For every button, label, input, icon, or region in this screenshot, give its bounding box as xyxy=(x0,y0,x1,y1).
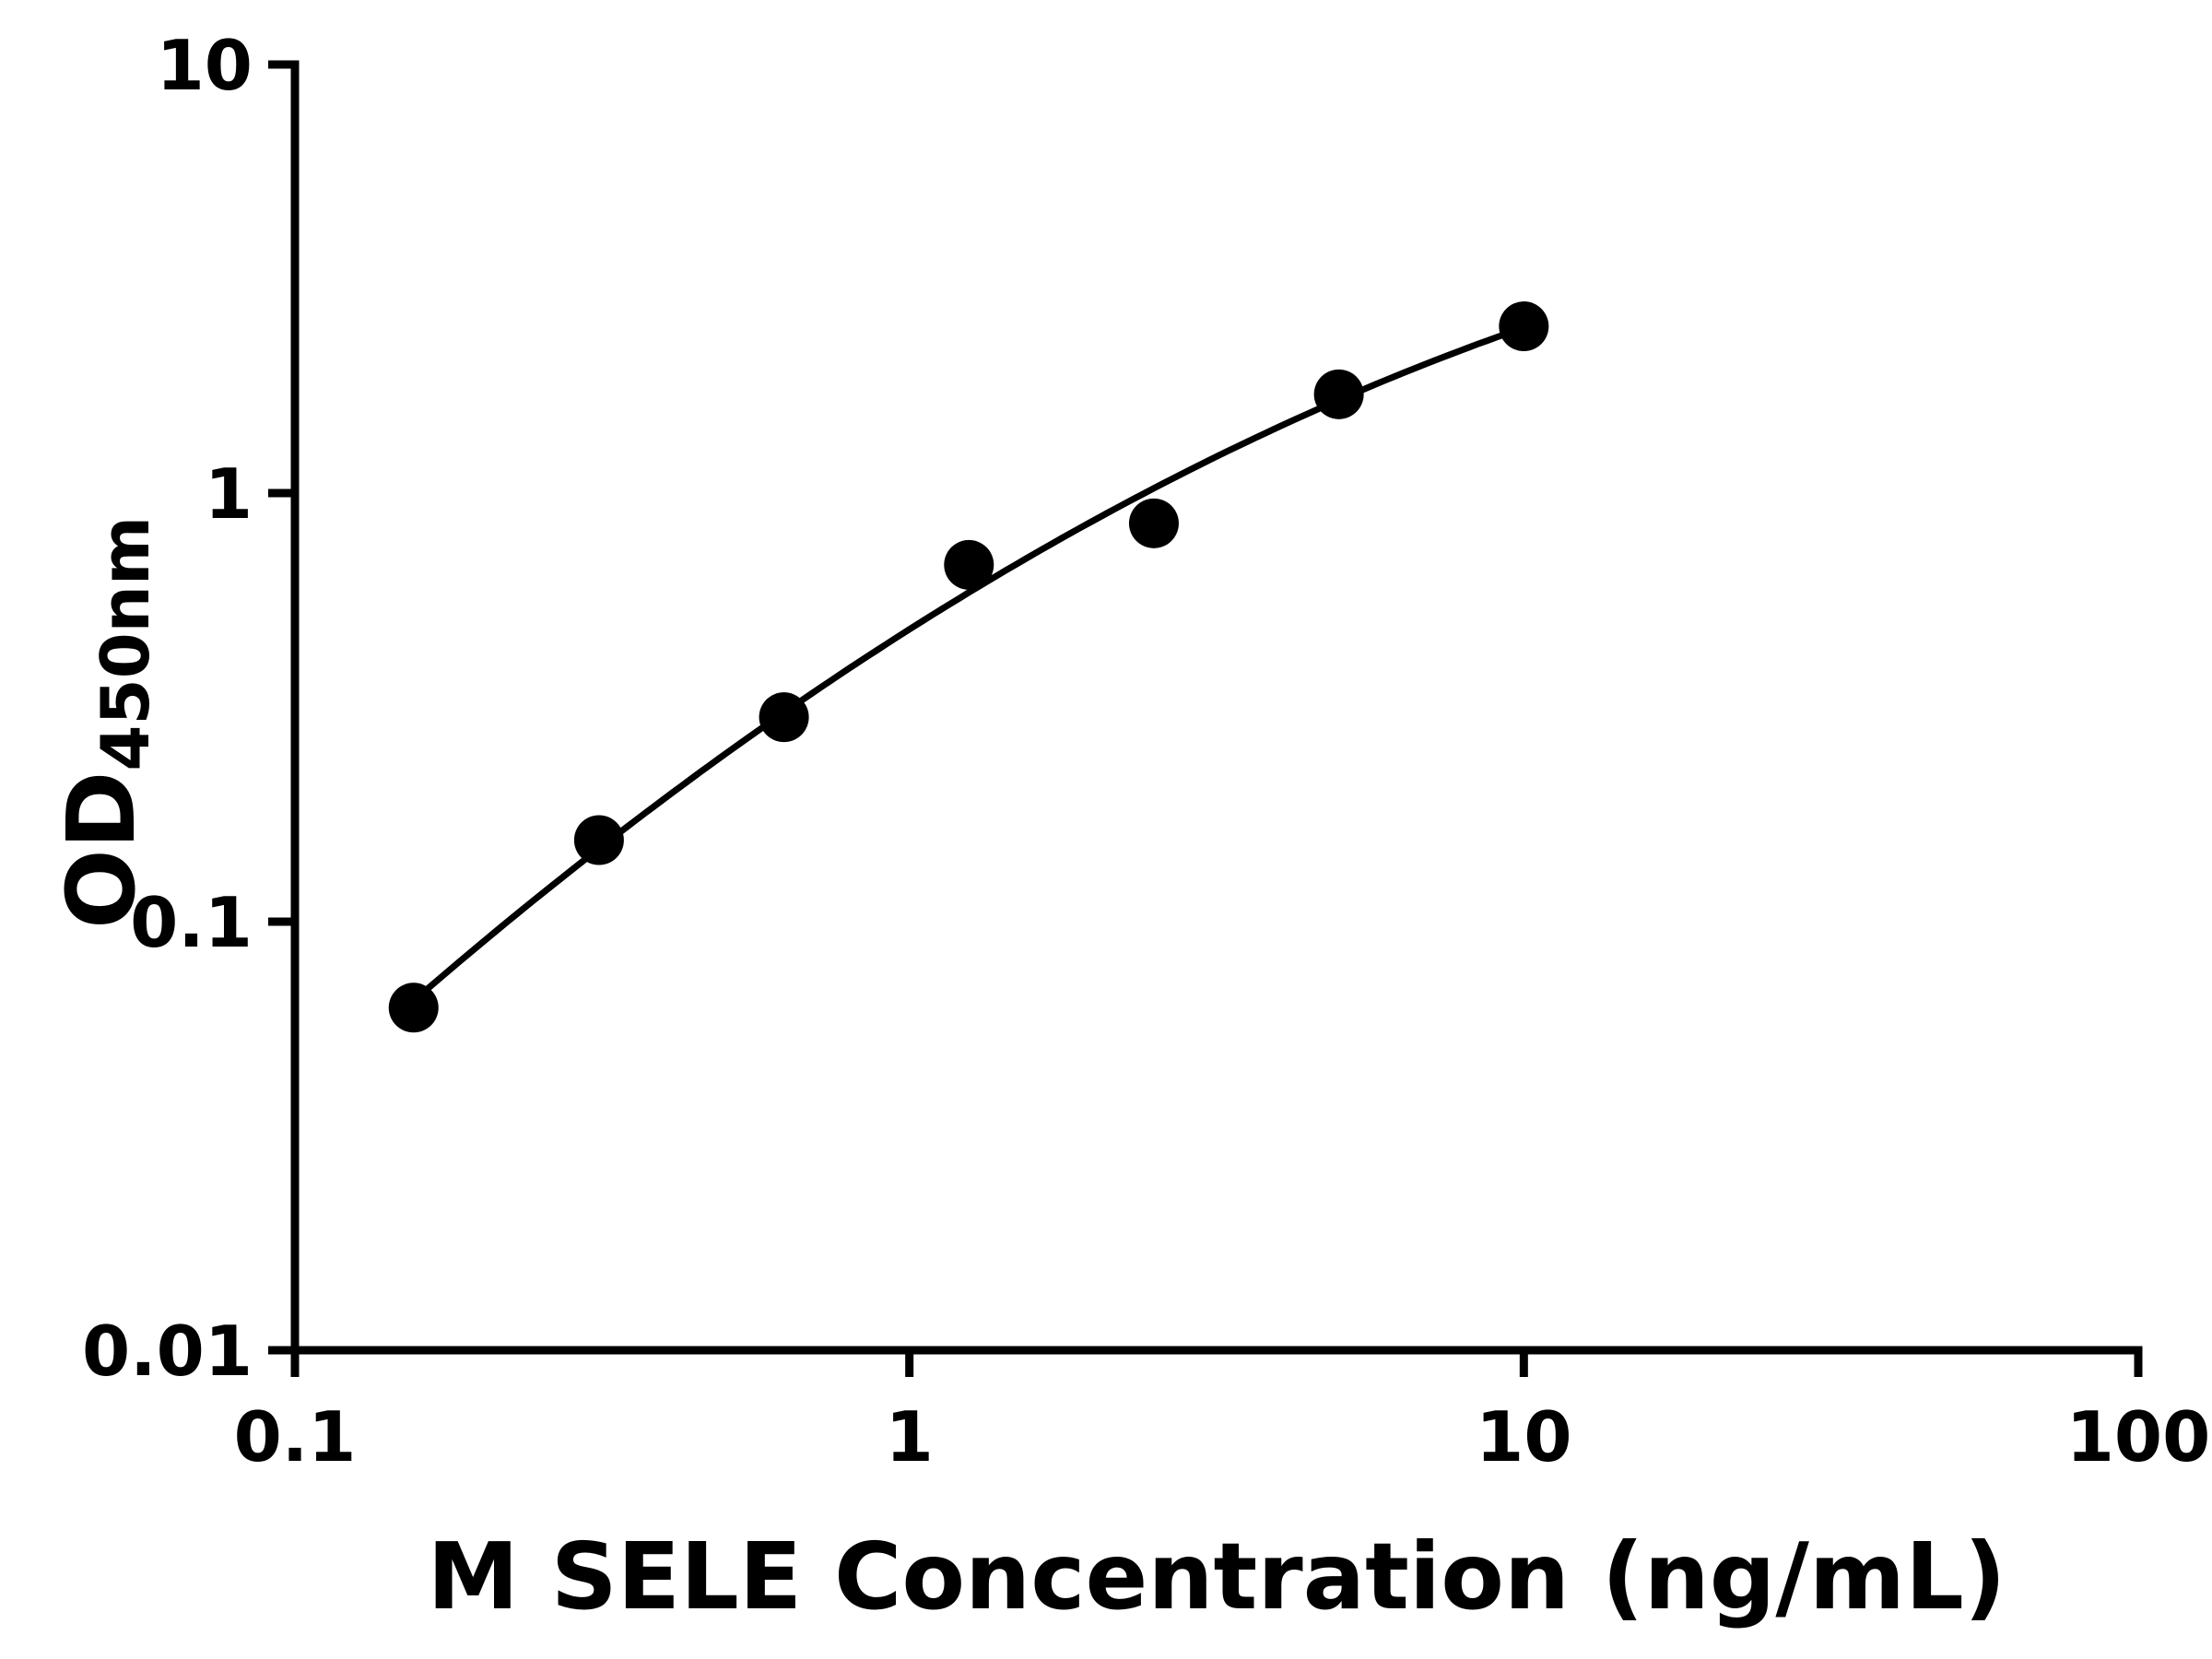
data-point xyxy=(944,539,994,590)
fit-curve xyxy=(410,324,1527,1005)
y-axis-title-main: OD xyxy=(47,771,157,929)
x-tick-label: 10 xyxy=(1476,1396,1571,1477)
y-tick-label: 0.1 xyxy=(130,882,253,963)
x-tick-label: 1 xyxy=(886,1396,934,1477)
x-axis-title: M SELE Concentration (ng/mL) xyxy=(427,1523,2006,1630)
data-point xyxy=(1499,301,1549,352)
data-point xyxy=(573,815,624,865)
data-point xyxy=(388,982,439,1033)
x-tick-label: 0.1 xyxy=(234,1396,357,1477)
data-point xyxy=(1313,369,1364,419)
axes xyxy=(290,60,2143,1355)
data-point xyxy=(1128,498,1179,548)
y-tick-label: 10 xyxy=(157,25,253,106)
x-tick-label: 100 xyxy=(2066,1396,2211,1477)
y-tick-label: 0.01 xyxy=(82,1311,253,1392)
y-axis-title-subscript: 450nm xyxy=(87,516,164,771)
data-point xyxy=(759,692,809,743)
y-tick-label: 1 xyxy=(205,453,253,535)
y-axis-title: OD450nm xyxy=(42,516,164,929)
